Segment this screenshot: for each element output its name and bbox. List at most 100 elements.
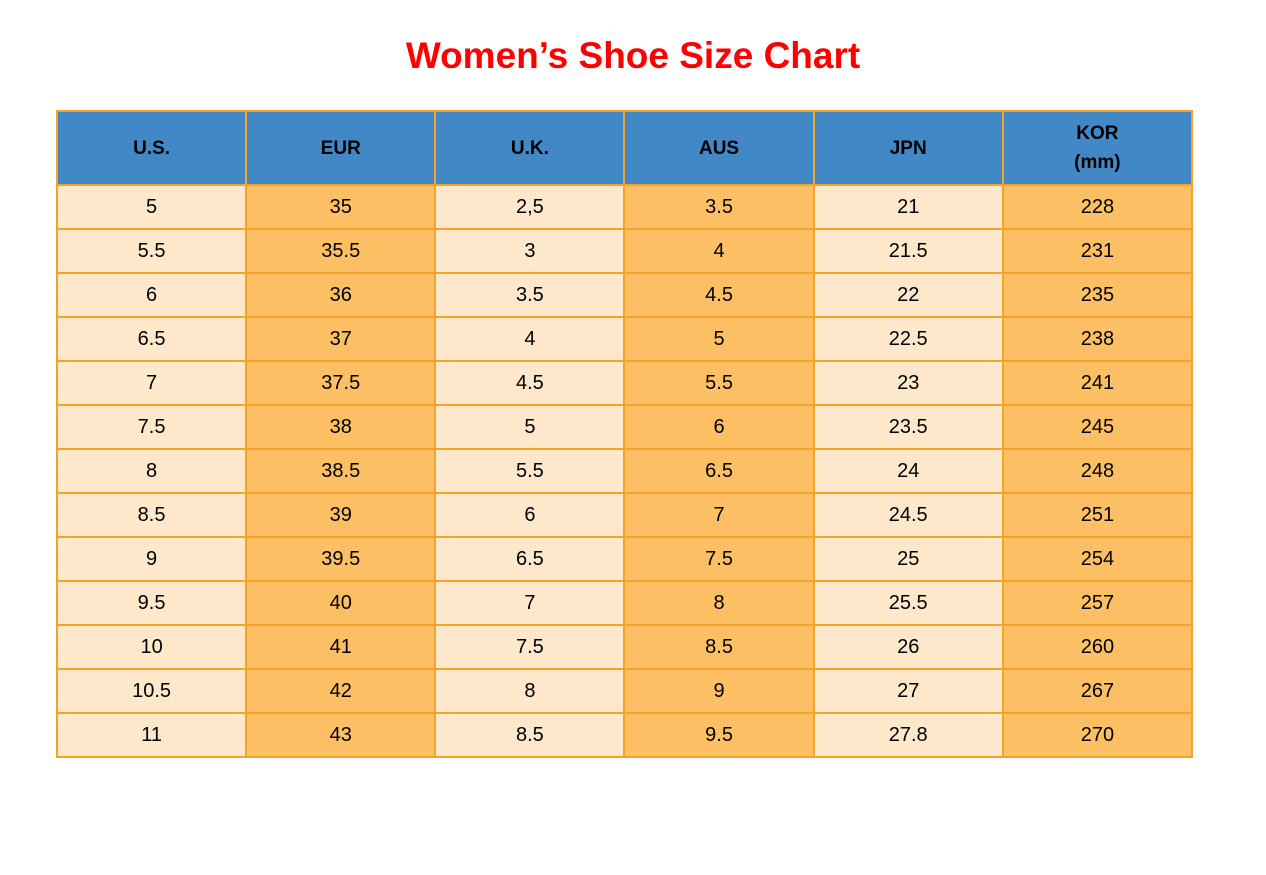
column-header: JPN — [812, 110, 1004, 187]
cell: 38 — [245, 404, 437, 451]
cell: 40 — [245, 580, 437, 627]
cell: 42 — [245, 668, 437, 715]
size-chart-table: U.S. EUR U.K. AUS JPN KOR (mm) 5 35 2,5 3.5 21 228… — [55, 110, 1194, 759]
cell: 5 — [434, 404, 626, 451]
cell: 4 — [623, 228, 815, 275]
cell: 5 — [623, 316, 815, 363]
cell: 10.5 — [55, 668, 248, 715]
cell: 7.5 — [623, 536, 815, 583]
cell: 238 — [1001, 316, 1194, 363]
column-header: AUS — [623, 110, 815, 187]
cell: 24.5 — [812, 492, 1004, 539]
table-row: 6 36 3.5 4.5 22 235 — [55, 272, 1194, 319]
cell: 11 — [55, 712, 248, 759]
cell: 35 — [245, 184, 437, 231]
cell: 254 — [1001, 536, 1194, 583]
column-header: U.S. — [55, 110, 248, 187]
table-row: 10.5 42 8 9 27 267 — [55, 668, 1194, 715]
cell: 43 — [245, 712, 437, 759]
cell: 26 — [812, 624, 1004, 671]
cell: 6.5 — [623, 448, 815, 495]
column-header: U.K. — [434, 110, 626, 187]
table-row: 7.5 38 5 6 23.5 245 — [55, 404, 1194, 451]
cell: 9.5 — [55, 580, 248, 627]
cell: 9.5 — [623, 712, 815, 759]
cell: 4.5 — [623, 272, 815, 319]
cell: 5.5 — [434, 448, 626, 495]
cell: 23 — [812, 360, 1004, 407]
table-row: 10 41 7.5 8.5 26 260 — [55, 624, 1194, 671]
cell: 270 — [1001, 712, 1194, 759]
cell: 37.5 — [245, 360, 437, 407]
cell: 6.5 — [55, 316, 248, 363]
table-row: 9.5 40 7 8 25.5 257 — [55, 580, 1194, 627]
page-title: Women’s Shoe Size Chart — [405, 35, 861, 76]
cell: 27 — [812, 668, 1004, 715]
cell: 25.5 — [812, 580, 1004, 627]
cell: 241 — [1001, 360, 1194, 407]
cell: 6.5 — [434, 536, 626, 583]
cell: 5.5 — [55, 228, 248, 275]
cell: 35.5 — [245, 228, 437, 275]
cell: 7 — [434, 580, 626, 627]
cell: 24 — [812, 448, 1004, 495]
cell: 8.5 — [623, 624, 815, 671]
cell: 251 — [1001, 492, 1194, 539]
cell: 2,5 — [434, 184, 626, 231]
cell: 3.5 — [623, 184, 815, 231]
cell: 257 — [1001, 580, 1194, 627]
cell: 8.5 — [55, 492, 248, 539]
cell: 22 — [812, 272, 1004, 319]
cell: 4.5 — [434, 360, 626, 407]
cell: 3 — [434, 228, 626, 275]
cell: 21.5 — [812, 228, 1004, 275]
cell: 4 — [434, 316, 626, 363]
cell: 10 — [55, 624, 248, 671]
cell: 260 — [1001, 624, 1194, 671]
cell: 6 — [55, 272, 248, 319]
table-row: 9 39.5 6.5 7.5 25 254 — [55, 536, 1194, 583]
cell: 23.5 — [812, 404, 1004, 451]
cell: 25 — [812, 536, 1004, 583]
cell: 9 — [623, 668, 815, 715]
cell: 248 — [1001, 448, 1194, 495]
cell: 7.5 — [55, 404, 248, 451]
cell: 7.5 — [434, 624, 626, 671]
cell: 3.5 — [434, 272, 626, 319]
cell: 6 — [434, 492, 626, 539]
table-row: 6.5 37 4 5 22.5 238 — [55, 316, 1194, 363]
cell: 267 — [1001, 668, 1194, 715]
cell: 8 — [434, 668, 626, 715]
table-row: 8.5 39 6 7 24.5 251 — [55, 492, 1194, 539]
column-header: KOR (mm) — [1001, 110, 1194, 187]
table-row: 7 37.5 4.5 5.5 23 241 — [55, 360, 1194, 407]
cell: 7 — [55, 360, 248, 407]
cell: 5.5 — [623, 360, 815, 407]
cell: 6 — [623, 404, 815, 451]
cell: 7 — [623, 492, 815, 539]
cell: 21 — [812, 184, 1004, 231]
cell: 228 — [1001, 184, 1194, 231]
table-header: U.S. EUR U.K. AUS JPN KOR (mm) — [55, 110, 1194, 187]
cell: 5 — [55, 184, 248, 231]
table-row: 11 43 8.5 9.5 27.8 270 — [55, 712, 1194, 759]
cell: 235 — [1001, 272, 1194, 319]
cell: 41 — [245, 624, 437, 671]
table-body: 5 35 2,5 3.5 21 228 5.5 35.5 3 4 21.5 231 6 36 3.5 4.5 2… — [55, 184, 1194, 759]
cell: 27.8 — [812, 712, 1004, 759]
cell: 245 — [1001, 404, 1194, 451]
cell: 37 — [245, 316, 437, 363]
cell: 8.5 — [434, 712, 626, 759]
table-row: 5.5 35.5 3 4 21.5 231 — [55, 228, 1194, 275]
cell: 8 — [55, 448, 248, 495]
cell: 39.5 — [245, 536, 437, 583]
cell: 36 — [245, 272, 437, 319]
table-row: 8 38.5 5.5 6.5 24 248 — [55, 448, 1194, 495]
cell: 9 — [55, 536, 248, 583]
cell: 38.5 — [245, 448, 437, 495]
column-header: EUR — [245, 110, 437, 187]
cell: 39 — [245, 492, 437, 539]
table-row: 5 35 2,5 3.5 21 228 — [55, 184, 1194, 231]
cell: 22.5 — [812, 316, 1004, 363]
cell: 231 — [1001, 228, 1194, 275]
